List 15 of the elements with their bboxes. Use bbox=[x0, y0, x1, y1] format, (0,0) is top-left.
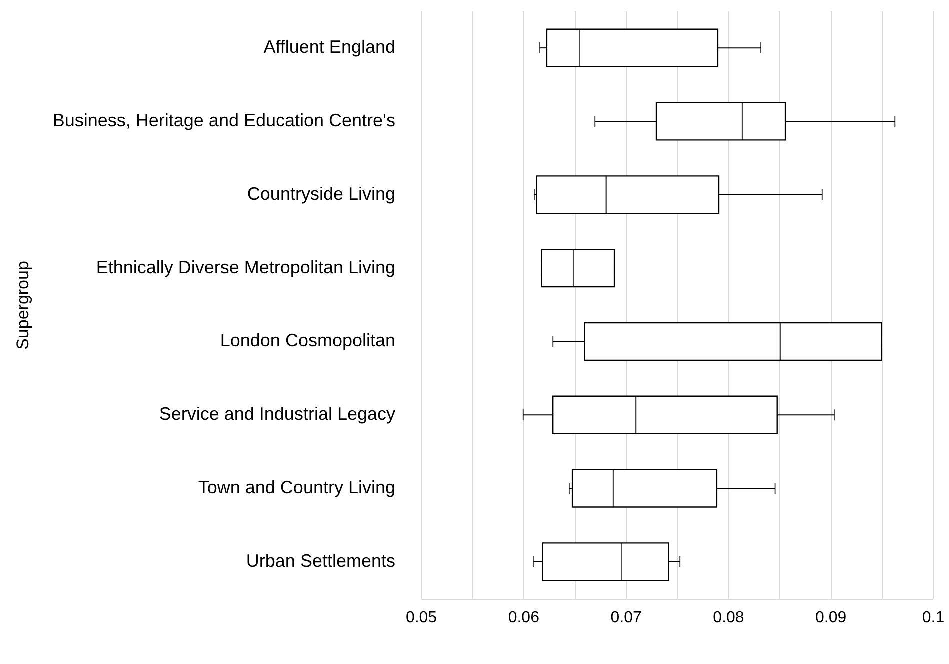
x-tick-label: 0.09 bbox=[816, 610, 847, 626]
x-tick-label: 0.05 bbox=[406, 610, 438, 626]
x-tick-label: 0.06 bbox=[508, 610, 540, 626]
y-tick-label: Town and Country Living bbox=[198, 478, 396, 498]
y-tick-label: London Cosmopolitan bbox=[220, 330, 396, 351]
x-tick-label: 0.08 bbox=[713, 610, 744, 626]
y-tick-label: Affluent England bbox=[264, 37, 396, 58]
y-tick-label: Urban Settlements bbox=[246, 550, 396, 571]
y-axis-title: Supergroup bbox=[14, 261, 32, 350]
y-tick-label: Business, Heritage and Education Centre's bbox=[52, 110, 396, 130]
x-tick-label: 0.1 bbox=[922, 610, 945, 626]
y-tick-label: Service and Industrial Legacy bbox=[159, 404, 396, 424]
x-tick-label: 0.07 bbox=[610, 610, 642, 626]
y-tick-label: Countryside Living bbox=[247, 184, 396, 204]
y-tick-label: Ethnically Diverse Metropolitan Living bbox=[96, 257, 396, 278]
